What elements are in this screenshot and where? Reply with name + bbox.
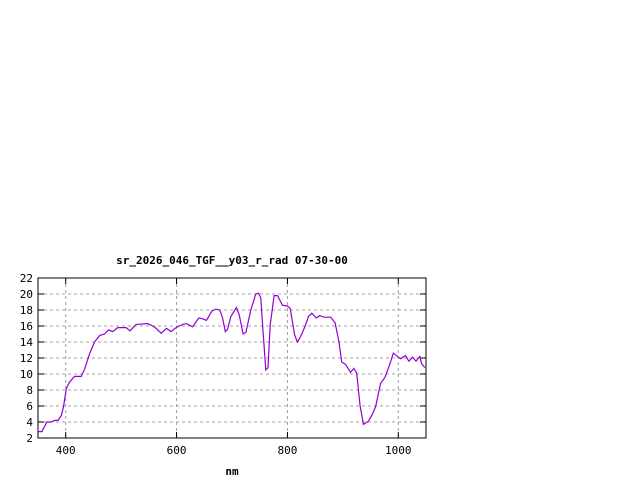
series-line — [38, 292, 426, 433]
y-tick-label: 8 — [26, 384, 33, 397]
y-tick-label: 12 — [20, 352, 33, 365]
y-tick-label: 10 — [20, 368, 33, 381]
x-tick-label: 800 — [277, 444, 297, 457]
grid — [38, 278, 426, 438]
y-tick-label: 14 — [20, 336, 34, 349]
x-tick-label: 400 — [56, 444, 76, 457]
y-tick-label: 20 — [20, 288, 33, 301]
x-tick-label: 600 — [167, 444, 187, 457]
x-tick-label: 1000 — [385, 444, 412, 457]
y-tick-label: 22 — [20, 272, 33, 285]
y-tick-label: 2 — [26, 432, 33, 445]
axis-ticks: 2 4 6 8 10 12 14 16 18 20 22 400 600 800 1000 — [20, 272, 426, 457]
plot-border — [37, 277, 427, 439]
y-tick-label: 6 — [26, 400, 33, 413]
y-tick-label: 18 — [20, 304, 33, 317]
chart-title: sr_2026_046_TGF__y03_r_rad 07-30-00 — [116, 254, 348, 267]
x-axis-label: nm — [225, 465, 239, 478]
y-tick-label: 16 — [20, 320, 33, 333]
y-tick-label: 4 — [26, 416, 33, 429]
